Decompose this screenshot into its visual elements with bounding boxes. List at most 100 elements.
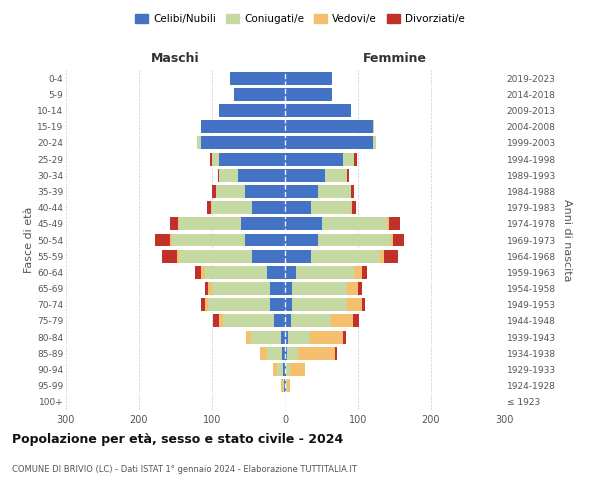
Bar	[285, 88, 332, 101]
Bar	[271, 298, 285, 311]
Bar	[268, 347, 282, 360]
Bar	[288, 330, 310, 344]
Bar	[285, 266, 296, 279]
Bar	[380, 250, 383, 262]
Bar	[170, 218, 178, 230]
Bar	[347, 298, 362, 311]
Bar	[177, 250, 179, 262]
Bar	[285, 201, 311, 214]
Bar	[179, 218, 241, 230]
Bar	[271, 282, 285, 295]
Bar	[155, 234, 170, 246]
Bar	[355, 266, 362, 279]
Bar	[218, 169, 220, 181]
Bar	[296, 266, 355, 279]
Bar	[201, 266, 205, 279]
Bar	[373, 136, 376, 149]
Bar	[172, 234, 245, 246]
Bar	[283, 363, 285, 376]
Bar	[285, 363, 286, 376]
Bar	[267, 266, 285, 279]
Bar	[285, 298, 292, 311]
Bar	[285, 104, 350, 117]
Bar	[331, 314, 353, 328]
Legend: Celibi/Nubili, Coniugati/e, Vedovi/e, Divorziati/e: Celibi/Nubili, Coniugati/e, Vedovi/e, Di…	[131, 10, 469, 29]
Y-axis label: Anni di nascita: Anni di nascita	[562, 198, 572, 281]
Bar	[212, 152, 220, 166]
Bar	[318, 234, 391, 246]
Bar	[335, 347, 337, 360]
Bar	[252, 250, 285, 262]
Bar	[220, 169, 238, 181]
Bar	[290, 363, 305, 376]
Bar	[205, 282, 208, 295]
Bar	[325, 169, 347, 181]
Bar	[178, 218, 179, 230]
Bar	[285, 282, 292, 295]
Bar	[245, 185, 285, 198]
Bar	[318, 185, 351, 198]
Bar	[252, 201, 285, 214]
Bar	[292, 282, 347, 295]
Bar	[352, 201, 356, 214]
Bar	[350, 201, 352, 214]
Bar	[260, 347, 268, 360]
Bar	[285, 136, 373, 149]
Bar	[383, 250, 398, 262]
Bar	[362, 266, 367, 279]
Bar	[286, 363, 290, 376]
Bar	[362, 298, 365, 311]
Bar	[285, 72, 332, 85]
Bar	[212, 201, 252, 214]
Bar	[285, 379, 286, 392]
Bar	[285, 169, 325, 181]
Bar	[311, 201, 351, 214]
Text: Maschi: Maschi	[151, 52, 200, 65]
Bar	[287, 347, 298, 360]
Y-axis label: Fasce di età: Fasce di età	[24, 207, 34, 273]
Bar	[393, 234, 404, 246]
Bar	[212, 282, 271, 295]
Bar	[210, 152, 212, 166]
Bar	[205, 298, 208, 311]
Bar	[195, 266, 201, 279]
Bar	[201, 298, 205, 311]
Bar	[391, 234, 393, 246]
Bar	[223, 314, 274, 328]
Bar	[285, 218, 322, 230]
Bar	[347, 169, 349, 181]
Bar	[220, 104, 285, 117]
Bar	[211, 201, 212, 214]
Bar	[284, 379, 285, 392]
Bar	[201, 120, 285, 133]
Bar	[205, 266, 267, 279]
Bar	[322, 218, 387, 230]
Bar	[170, 234, 172, 246]
Bar	[285, 250, 311, 262]
Bar	[220, 314, 223, 328]
Bar	[286, 379, 287, 392]
Bar	[281, 379, 283, 392]
Bar	[220, 152, 285, 166]
Bar	[234, 88, 285, 101]
Bar	[298, 347, 335, 360]
Bar	[245, 234, 285, 246]
Bar	[245, 330, 251, 344]
Bar	[163, 250, 177, 262]
Bar	[311, 250, 380, 262]
Bar	[285, 330, 288, 344]
Bar	[208, 298, 271, 311]
Bar	[251, 330, 281, 344]
Bar	[373, 120, 374, 133]
Bar	[197, 136, 201, 149]
Bar	[389, 218, 400, 230]
Bar	[208, 282, 212, 295]
Bar	[201, 136, 285, 149]
Bar	[353, 314, 359, 328]
Bar	[238, 169, 285, 181]
Bar	[207, 201, 211, 214]
Bar	[285, 314, 291, 328]
Bar	[387, 218, 389, 230]
Bar	[355, 152, 356, 166]
Bar	[343, 152, 355, 166]
